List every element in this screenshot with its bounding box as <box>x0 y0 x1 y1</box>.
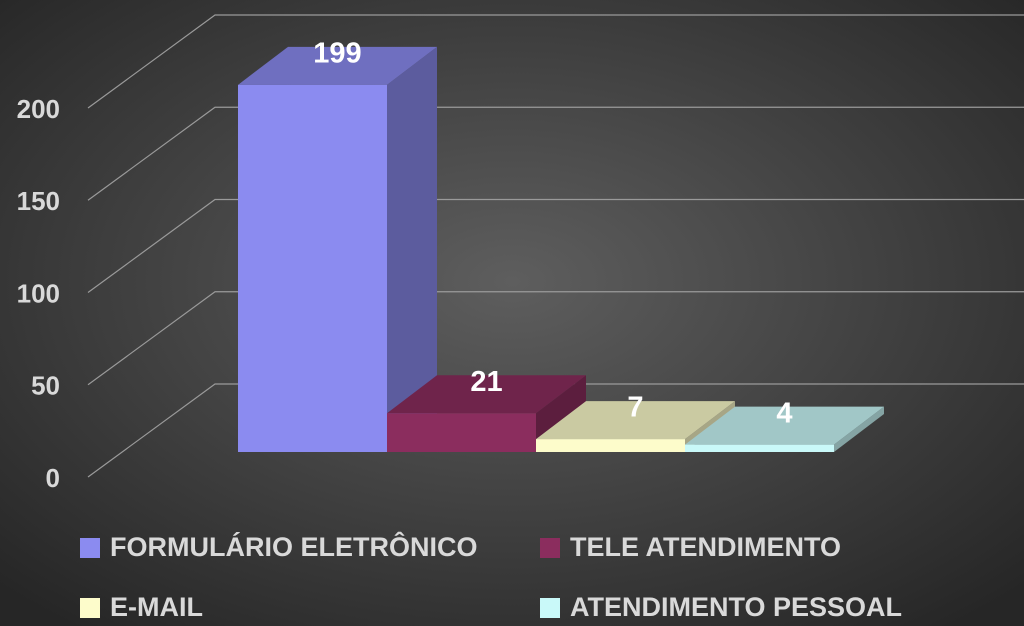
legend-label: TELE ATENDIMENTO <box>570 532 841 562</box>
y-tick-label: 100 <box>17 278 60 308</box>
legend-label: FORMULÁRIO ELETRÔNICO <box>110 531 477 562</box>
legend-swatch <box>80 598 100 618</box>
data-label: 199 <box>313 38 361 70</box>
bar <box>536 439 685 452</box>
bar-top <box>685 406 884 445</box>
grid-line <box>87 383 1024 478</box>
y-tick-label: 50 <box>31 371 60 401</box>
bar-side <box>834 406 884 452</box>
bar <box>238 84 387 452</box>
data-label: 4 <box>776 397 792 429</box>
data-label: 21 <box>470 366 502 398</box>
bar <box>387 413 536 452</box>
legend-label: ATENDIMENTO PESSOAL <box>570 592 902 622</box>
y-tick-label: 150 <box>17 186 60 216</box>
bar-top <box>536 401 735 440</box>
legend-label: E-MAIL <box>110 592 203 622</box>
grid-line <box>87 198 1024 293</box>
legend-swatch <box>540 598 560 618</box>
legend-swatch <box>540 538 560 558</box>
y-tick-label: 0 <box>46 463 60 493</box>
grid-line <box>87 106 1024 201</box>
bar <box>685 444 834 452</box>
legend-swatch <box>80 538 100 558</box>
bar-side <box>387 46 437 452</box>
bar-top <box>387 375 586 414</box>
grid-line <box>87 14 1024 109</box>
grid-line <box>87 291 1024 386</box>
data-label: 7 <box>627 392 643 424</box>
y-tick-label: 200 <box>17 94 60 124</box>
bar-top <box>238 46 437 85</box>
